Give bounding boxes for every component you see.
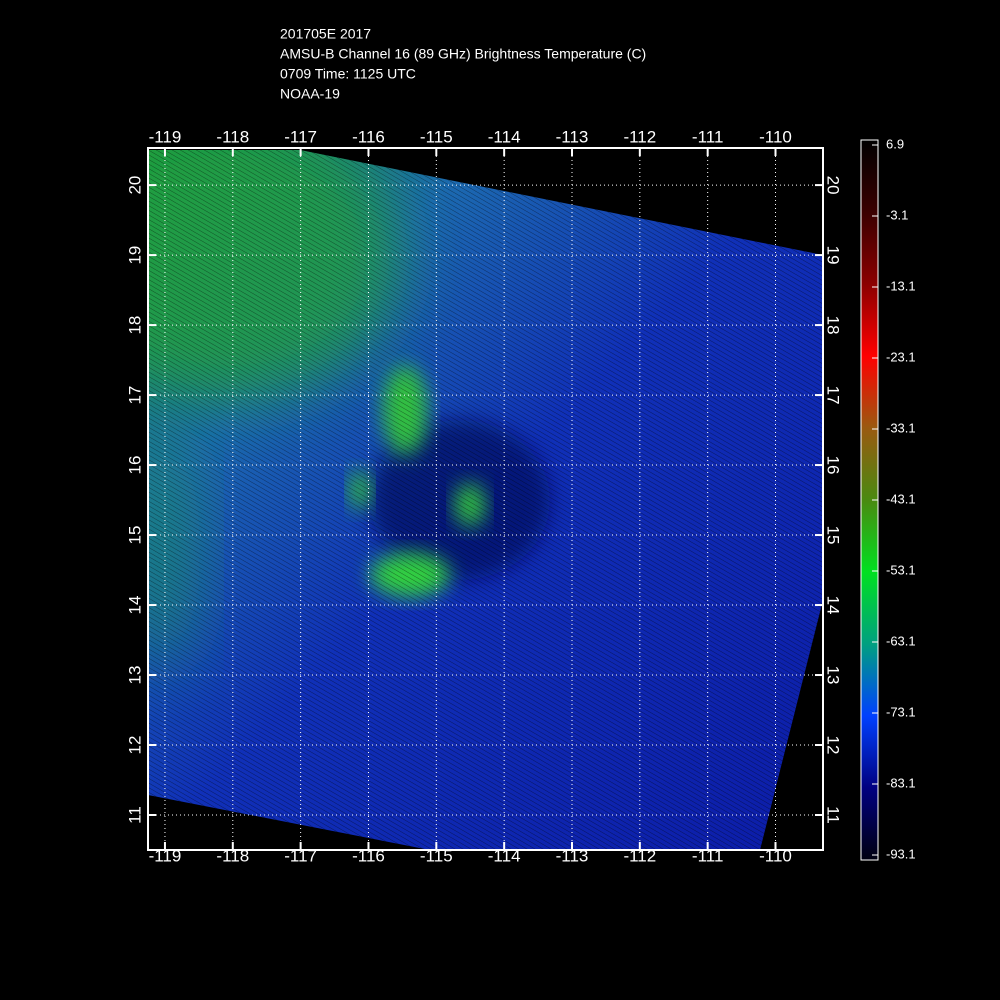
y-tick-label: 19 xyxy=(824,246,843,265)
x-tick-label: -111 xyxy=(692,846,724,865)
y-tick-label: 11 xyxy=(125,806,144,824)
colorbar-label: -83.1 xyxy=(886,775,916,790)
colorbar-label: -43.1 xyxy=(886,491,916,506)
y-tick-label: 18 xyxy=(125,316,144,335)
x-tick-label: -114 xyxy=(488,127,521,146)
colorbar-label: -93.1 xyxy=(886,846,916,861)
y-tick-label: 17 xyxy=(125,386,144,405)
y-tick-label: 11 xyxy=(824,806,843,824)
y-tick-label: 13 xyxy=(824,666,843,685)
y-tick-label: 18 xyxy=(824,316,843,335)
x-tick-label: -116 xyxy=(352,846,385,865)
title-block: 201705E 2017 AMSU-B Channel 16 (89 GHz) B… xyxy=(280,26,646,102)
x-tick-label: -114 xyxy=(488,846,521,865)
colorbar-label: -53.1 xyxy=(886,562,916,577)
title-line: 0709 Time: 1125 UTC xyxy=(280,66,416,82)
y-tick-label: 13 xyxy=(125,666,144,685)
y-tick-label: 19 xyxy=(125,246,144,265)
x-tick-label: -113 xyxy=(556,127,589,146)
y-tick-label: 15 xyxy=(125,526,144,545)
x-tick-label: -118 xyxy=(216,846,249,865)
x-tick-label: -111 xyxy=(692,127,724,146)
x-tick-label: -119 xyxy=(149,846,182,865)
colorbar-label: 6.9 xyxy=(886,136,904,151)
x-tick-label: -117 xyxy=(284,846,317,865)
title-line: NOAA-19 xyxy=(280,86,340,102)
grid xyxy=(148,148,823,850)
x-tick-label: -115 xyxy=(420,846,453,865)
y-tick-label: 20 xyxy=(824,176,843,195)
y-tick-label: 17 xyxy=(824,386,843,405)
x-tick-label: -118 xyxy=(216,127,249,146)
x-tick-label: -115 xyxy=(420,127,453,146)
colorbar-label: -3.1 xyxy=(886,207,908,222)
y-tick-label: 12 xyxy=(125,736,144,755)
swath-image xyxy=(148,150,823,850)
colorbar-label: -73.1 xyxy=(886,704,916,719)
title-line: 201705E 2017 xyxy=(280,26,371,42)
y-tick-label: 12 xyxy=(824,736,843,755)
x-tick-label: -112 xyxy=(623,846,656,865)
y-tick-label: 15 xyxy=(824,526,843,545)
x-tick-label: -113 xyxy=(556,846,589,865)
title-line: AMSU-B Channel 16 (89 GHz) Brightness Te… xyxy=(280,46,646,62)
x-tick-label: -117 xyxy=(284,127,317,146)
colorbar-label: -23.1 xyxy=(886,349,916,364)
plot-frame xyxy=(147,147,824,851)
x-tick-label: -110 xyxy=(759,127,792,146)
y-tick-label: 14 xyxy=(824,596,843,615)
colorbar: 6.9 -3.1 -13.1 -23.1 -33.1 -43.1 -53.1 -63.1 -73… xyxy=(860,136,916,861)
x-tick-label: -112 xyxy=(623,127,656,146)
y-tick-label: 16 xyxy=(824,456,843,475)
x-tick-label: -110 xyxy=(759,846,792,865)
colorbar-label: -13.1 xyxy=(886,278,916,293)
colorbar-label: -33.1 xyxy=(886,420,916,435)
x-tick-label: -119 xyxy=(149,127,182,146)
x-tick-label: -116 xyxy=(352,127,385,146)
colorbar-label: -63.1 xyxy=(886,633,916,648)
y-tick-label: 14 xyxy=(125,596,144,615)
y-tick-label: 16 xyxy=(125,456,144,475)
y-tick-label: 20 xyxy=(125,176,144,195)
